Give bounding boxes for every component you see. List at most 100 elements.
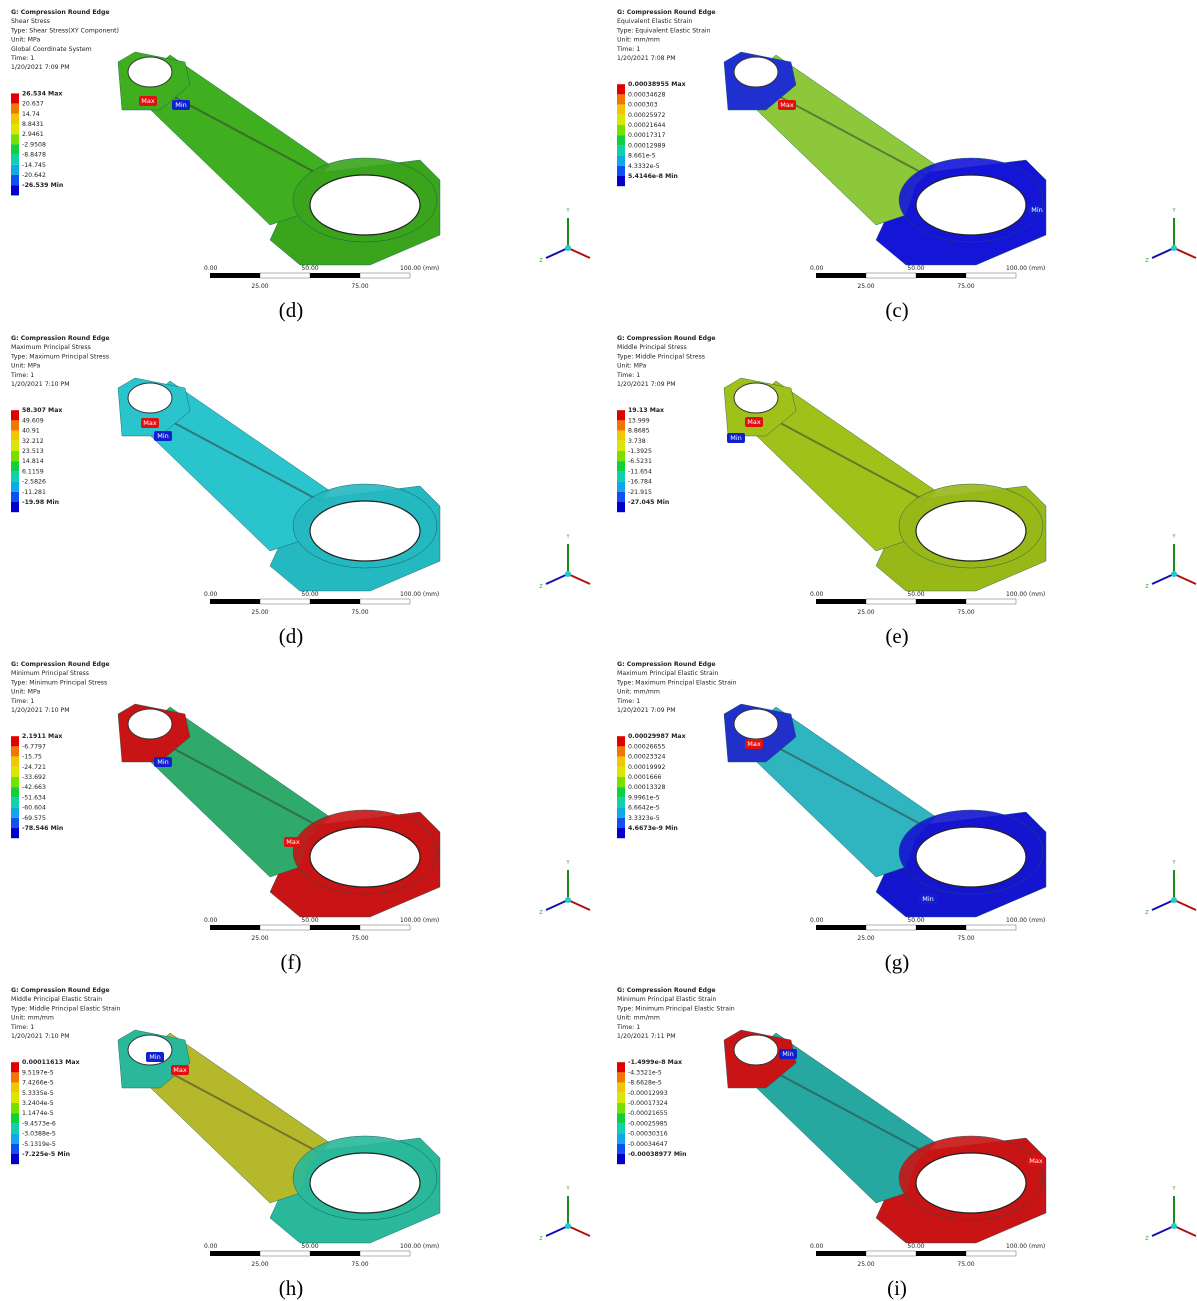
scale-bar [916,599,966,604]
triad-axis [568,248,590,258]
legend-label: 0.00017317 [628,132,665,139]
big-end-hole [916,501,1026,561]
legend-swatch [617,1113,625,1123]
legend-swatch [11,114,19,124]
legend-label: -14.745 [22,162,46,169]
scale-bar [816,273,866,278]
scale-bar [360,273,410,278]
legend-label: 0.00038955 Max [628,81,686,88]
triad-label: Y [565,208,570,214]
triad-label: Z [1145,258,1149,264]
legend-swatch [617,125,625,135]
panel-caption: (e) [885,624,908,648]
legend-swatch [11,1093,19,1103]
legend-label: -6.7797 [22,743,46,750]
legend-swatch [11,104,19,114]
big-end-hole [310,501,420,561]
legend-label: -0.00034647 [628,1141,668,1148]
header-line: Time: 1 [10,698,34,705]
scale-label: 50.00 [301,265,318,272]
scale-bar [866,925,916,930]
legend-label: -78.546 Min [22,825,63,832]
scale-bar [360,599,410,604]
header-line: Time: 1 [616,1024,640,1031]
scale-bar [210,599,260,604]
header-line: 1/20/2021 7:10 PM [11,707,70,714]
legend-label: -15.75 [22,754,42,761]
legend-label: -21.915 [628,489,652,496]
header-line: G: Compression Round Edge [11,987,110,994]
header-line: Middle Principal Elastic Strain [11,996,102,1003]
legend-swatch [617,502,625,512]
connecting-rod [118,52,440,265]
legend-swatch [617,828,625,838]
scale-bar [916,925,966,930]
scale-bar [210,1251,260,1256]
legend-label: 8.8685 [628,428,650,435]
scale-bar [360,1251,410,1256]
legend-swatch [11,165,19,175]
small-end-hole [128,57,172,87]
scale-label: 100.00 (mm) [400,591,439,598]
header-line: Time: 1 [616,372,640,379]
legend-swatch [11,502,19,512]
legend-swatch [11,787,19,797]
scale-bar [210,925,260,930]
scale-bar [816,599,866,604]
header-line: G: Compression Round Edge [11,9,110,16]
header-line: G: Compression Round Edge [617,661,716,668]
legend-swatch [11,144,19,154]
header-line: Minimum Principal Stress [11,670,89,677]
big-end-hole [916,1153,1026,1213]
scale-bar [310,925,360,930]
legend-swatch [617,1072,625,1082]
triad-axis [546,1226,568,1236]
legend-label: -6.5231 [628,458,652,465]
scale-bar [816,925,866,930]
scale-label: 75.00 [351,1261,368,1268]
legend-swatch [11,451,19,461]
scale-label: 100.00 (mm) [400,1243,439,1250]
triad-axis [546,574,568,584]
legend-swatch [617,1144,625,1154]
scale-bar [260,273,310,278]
legend-label: 3.2404e-5 [22,1100,54,1107]
scale-bar [260,1251,310,1256]
legend-swatch [617,1093,625,1103]
header-line: Type: Maximum Principal Stress [10,353,109,360]
scale-label: 25.00 [251,283,268,290]
header-line: Shear Stress [11,18,50,25]
triad-label: Z [539,258,543,264]
scale-label: 0.00 [204,265,218,272]
legend-label: 6.1159 [22,468,44,475]
header-line: Unit: mm/mm [617,37,660,44]
header-line: Time: 1 [10,372,34,379]
triad-origin [565,897,571,903]
triad-axis [1152,1226,1174,1236]
small-end-hole [734,709,778,739]
legend-swatch [11,1154,19,1164]
connecting-rod [118,378,440,591]
big-end-hole [310,175,420,235]
legend-swatch [11,797,19,807]
triad-axis [568,900,590,910]
legend-swatch [11,441,19,451]
legend-swatch [11,1144,19,1154]
legend-label: -2.9508 [22,141,46,148]
legend-swatch [617,451,625,461]
scale-bar [916,273,966,278]
header-line: 1/20/2021 7:08 PM [617,55,676,62]
legend-label: 9.5197e-5 [22,1069,54,1076]
small-end-hole [128,383,172,413]
legend-swatch [11,757,19,767]
legend-swatch [617,135,625,145]
legend-swatch [617,461,625,471]
legend-label: 14.74 [22,111,40,118]
scale-label: 50.00 [301,917,318,924]
legend-swatch [11,1123,19,1133]
result-marker-label: Max [141,97,155,105]
legend-swatch [11,461,19,471]
header-line: 1/20/2021 7:09 PM [617,707,676,714]
legend-swatch [617,818,625,828]
legend-swatch [11,736,19,746]
